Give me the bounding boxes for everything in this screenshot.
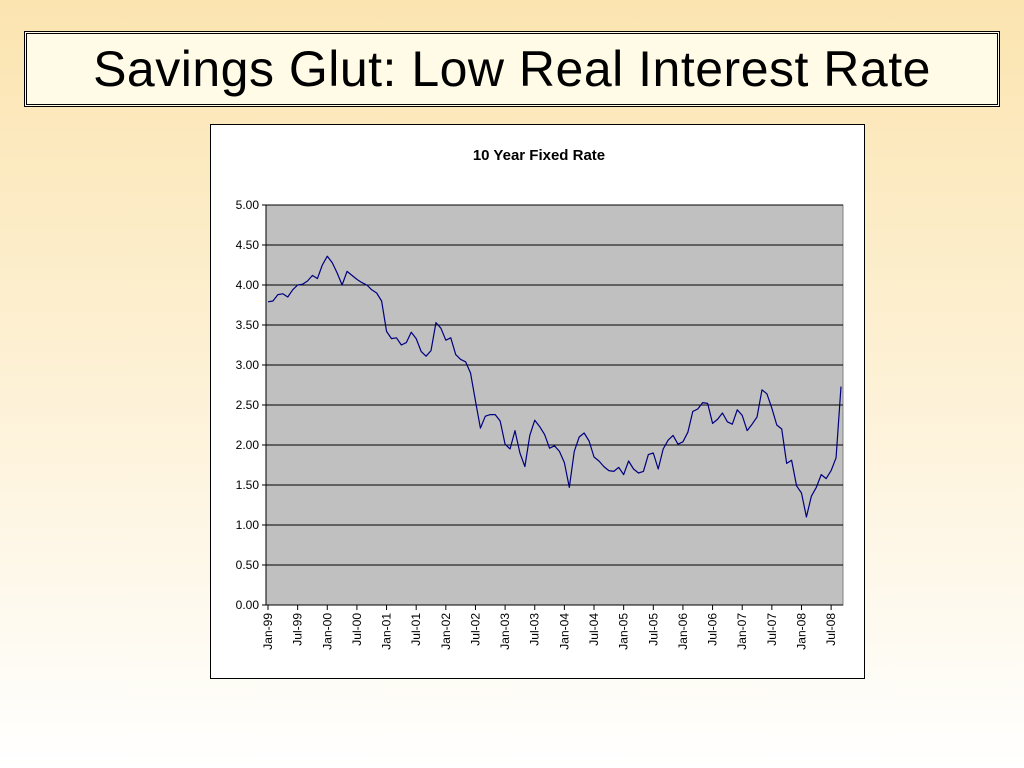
x-axis: Jan-99 Jul-99 Jan-00 Jul-00 Jan-01 Jul-01 Jan-… — [261, 604, 843, 650]
x-tick-label: Jan-04 — [557, 613, 571, 650]
slide-title: Savings Glut: Low Real Interest Rate — [93, 41, 931, 97]
y-tick-label: 1.00 — [236, 518, 260, 532]
x-tick-label: Jul-08 — [824, 613, 838, 646]
y-axis: 0.00 0.50 1.00 1.50 2.00 2.50 3.00 3.50 4.00 4.50… — [236, 198, 267, 612]
series-line — [267, 255, 842, 518]
y-tick-label: 3.50 — [236, 318, 260, 332]
y-tick-label: 4.00 — [236, 278, 260, 292]
x-tick-label: Jan-05 — [617, 613, 631, 650]
y-tick-label: 2.00 — [236, 438, 260, 452]
x-tick-label: Jan-06 — [676, 613, 690, 650]
x-tick-label: Jan-01 — [380, 613, 394, 650]
chart-container: 10 Year Fixed Rate 0.00 0.50 1.00 1.50 2.00 2… — [210, 124, 865, 679]
x-tick-label: Jul-05 — [646, 613, 660, 646]
series-lines — [267, 255, 842, 518]
x-tick-label: Jan-08 — [794, 613, 808, 650]
x-tick-label: Jan-07 — [735, 613, 749, 650]
x-tick-label: Jan-00 — [320, 613, 334, 650]
x-tick-label: Jul-01 — [409, 613, 423, 646]
line-chart: 10 Year Fixed Rate 0.00 0.50 1.00 1.50 2.00 2… — [236, 147, 844, 650]
x-tick-label: Jan-99 — [261, 613, 275, 650]
y-tick-label: 0.50 — [236, 558, 260, 572]
y-tick-label: 2.50 — [236, 398, 260, 412]
x-tick-label: Jan-03 — [498, 613, 512, 650]
x-tick-label: Jul-04 — [587, 613, 601, 646]
x-tick-label: Jul-99 — [291, 613, 305, 646]
y-tick-label: 4.50 — [236, 238, 260, 252]
gridlines — [266, 204, 843, 566]
chart-title: 10 Year Fixed Rate — [473, 147, 605, 164]
x-tick-label: Jul-03 — [528, 613, 542, 646]
y-tick-label: 0.00 — [236, 598, 260, 612]
x-tick-label: Jul-00 — [350, 613, 364, 646]
slide-title-box: Savings Glut: Low Real Interest Rate — [24, 31, 1000, 107]
y-tick-label: 5.00 — [236, 198, 260, 212]
y-tick-label: 3.00 — [236, 358, 260, 372]
x-tick-label: Jul-06 — [706, 613, 720, 646]
x-tick-label: Jul-02 — [468, 613, 482, 646]
x-tick-label: Jul-07 — [765, 613, 779, 646]
x-tick-label: Jan-02 — [439, 613, 453, 650]
y-tick-label: 1.50 — [236, 478, 260, 492]
